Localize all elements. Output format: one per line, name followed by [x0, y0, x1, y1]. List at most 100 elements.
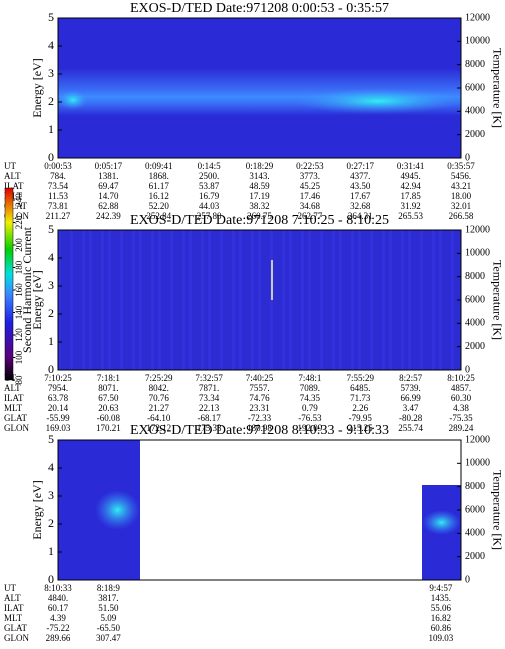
- y-tick-label: 4: [48, 460, 54, 474]
- spectrogram-image: [451, 230, 454, 370]
- ephemeris-value: 0:22:53: [296, 161, 324, 171]
- y-tick-label: 0: [48, 572, 54, 586]
- ephemeris-value: 63.78: [48, 393, 69, 403]
- y-tick-label: 1: [48, 122, 54, 136]
- ephemeris-value: 2.26: [352, 403, 368, 413]
- ephemeris-value: 20.63: [98, 403, 119, 413]
- y-tick-label: 2: [48, 306, 54, 320]
- ephemeris-value: 51.50: [98, 603, 119, 613]
- ephemeris-value: 289.24: [449, 423, 474, 433]
- spectrogram-image: [308, 230, 311, 370]
- spectrogram-image: [139, 230, 142, 370]
- ephemeris-value: 73.81: [48, 201, 68, 211]
- spectrogram-image: [158, 230, 161, 370]
- ephemeris-value: 4945.: [401, 171, 421, 181]
- spectrogram-image: [258, 230, 261, 370]
- y2-tick-label: 10000: [465, 248, 490, 259]
- ephemeris-label: UT: [4, 583, 16, 593]
- colorbar-tick-label: 140: [14, 305, 24, 319]
- y-tick-label: 4: [48, 38, 54, 52]
- spectrogram-image: [332, 230, 335, 370]
- spectrogram-image: [189, 230, 192, 370]
- ephemeris-value: 44.03: [199, 201, 220, 211]
- colorbar-tick-label: 160: [14, 283, 24, 297]
- ephemeris-value: 60.86: [431, 623, 452, 633]
- ephemeris-value: 7:55:29: [346, 373, 374, 383]
- ephemeris-value: 257.80: [197, 211, 222, 221]
- ephemeris-value: 71.73: [350, 393, 371, 403]
- y-tick-label: 3: [48, 488, 54, 502]
- y-tick-label: 2: [48, 94, 54, 108]
- ephemeris-value: 3773.: [300, 171, 320, 181]
- colorbar-tick-label: 100: [14, 350, 24, 364]
- ephemeris-value: 5739.: [401, 383, 421, 393]
- y2-axis-label: Temperature [K]: [490, 470, 504, 550]
- ephemeris-value: 5456.: [451, 171, 471, 181]
- ephemeris-value: 8:10:33: [44, 583, 72, 593]
- ephemeris-value: 3.47: [403, 403, 419, 413]
- ephemeris-value: 307.47: [96, 633, 121, 643]
- ephemeris-value: 8:10:25: [447, 373, 475, 383]
- ephemeris-value: 60.17: [48, 603, 69, 613]
- ephemeris-value: -72.33: [248, 413, 272, 423]
- spectrogram-image: [232, 230, 235, 370]
- ephemeris-value: 74.76: [249, 393, 270, 403]
- ephemeris-value: 22.13: [199, 403, 220, 413]
- ephemeris-value: 74.35: [300, 393, 321, 403]
- ephemeris-value: 0:00:53: [44, 161, 72, 171]
- ephemeris-label: GLON: [4, 211, 29, 221]
- spectrogram-image: [301, 230, 304, 370]
- y2-tick-label: 2000: [465, 341, 485, 352]
- y2-tick-label: 2000: [465, 129, 485, 140]
- y2-axis-label: Temperature [K]: [490, 260, 504, 340]
- ephemeris-value: 45.25: [300, 181, 321, 191]
- ephemeris-value: 21.27: [149, 403, 170, 413]
- ephemeris-value: 252.84: [146, 211, 171, 221]
- ephemeris-value: 73.34: [199, 393, 220, 403]
- ephemeris-value: 7089.: [300, 383, 320, 393]
- colorbar: [4, 187, 14, 381]
- ephemeris-value: -80.28: [399, 413, 423, 423]
- ephemeris-value: 7557.: [249, 383, 269, 393]
- ephemeris-value: 3143.: [249, 171, 269, 181]
- ephemeris-label: GLON: [4, 423, 29, 433]
- ephemeris-value: 1868.: [149, 171, 169, 181]
- spectrogram-image: [351, 230, 354, 370]
- ephemeris-value: 266.58: [449, 211, 474, 221]
- ephemeris-value: 211.27: [46, 211, 71, 221]
- ephemeris-value: 2500.: [199, 171, 219, 181]
- ephemeris-value: 265.53: [398, 211, 423, 221]
- ephemeris-label: GLON: [4, 633, 29, 643]
- colorbar-tick-label: 200: [14, 238, 24, 252]
- ephemeris-value: 17.46: [300, 191, 321, 201]
- ephemeris-value: 4.38: [453, 403, 469, 413]
- ephemeris-value: 0:27:17: [346, 161, 374, 171]
- spectrogram-image: [289, 230, 292, 370]
- spectrogram-image: [89, 230, 92, 370]
- ephemeris-value: 172.12: [146, 423, 171, 433]
- y2-tick-label: 10000: [465, 36, 490, 47]
- ephemeris-value: -75.35: [449, 413, 473, 423]
- ephemeris-value: 0:31:41: [397, 161, 425, 171]
- ephemeris-value: 7:10:25: [44, 373, 72, 383]
- y-tick-label: 3: [48, 66, 54, 80]
- y2-tick-label: 4000: [465, 106, 485, 117]
- spectrogram-image: [420, 230, 423, 370]
- y2-axis-label: Temperature [K]: [490, 48, 504, 128]
- y2-tick-label: 6000: [465, 504, 485, 515]
- ephemeris-value: 73.54: [48, 181, 69, 191]
- ephemeris-value: 48.59: [249, 181, 270, 191]
- ephemeris-value: 18.00: [451, 191, 472, 201]
- y-tick-label: 0: [48, 362, 54, 376]
- spectrogram-image: [151, 230, 154, 370]
- ephemeris-label: UT: [4, 161, 16, 171]
- spectrogram-image: [208, 230, 211, 370]
- spectrogram-image: [120, 230, 123, 370]
- y-tick-label: 5: [48, 10, 54, 24]
- ephemeris-value: 16.12: [149, 191, 169, 201]
- y2-tick-label: 4000: [465, 528, 485, 539]
- ephemeris-value: 7:25:29: [145, 373, 173, 383]
- y2-tick-label: 0: [465, 364, 470, 375]
- ephemeris-value: 4840.: [48, 593, 68, 603]
- ephemeris-value: 170.21: [96, 423, 121, 433]
